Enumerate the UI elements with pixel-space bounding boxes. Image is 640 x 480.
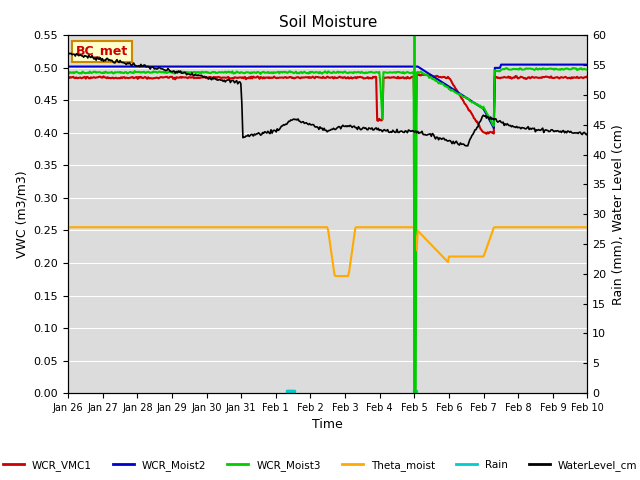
X-axis label: Time: Time	[312, 419, 343, 432]
Text: BC_met: BC_met	[76, 45, 128, 58]
Legend: WCR_VMC1, WCR_Moist2, WCR_Moist3, Theta_moist, Rain, WaterLevel_cm: WCR_VMC1, WCR_Moist2, WCR_Moist3, Theta_…	[0, 456, 640, 475]
Title: Soil Moisture: Soil Moisture	[278, 15, 377, 30]
Y-axis label: VWC (m3/m3): VWC (m3/m3)	[15, 170, 28, 258]
Y-axis label: Rain (mm), Water Level (cm): Rain (mm), Water Level (cm)	[612, 124, 625, 305]
